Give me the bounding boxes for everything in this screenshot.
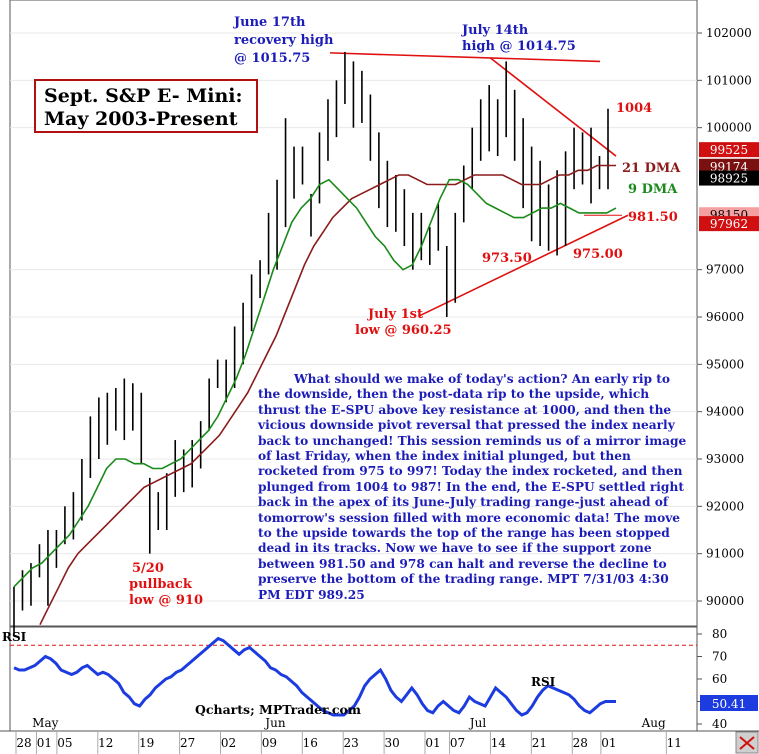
- date-tick-label: 01: [37, 736, 52, 750]
- month-label: May: [32, 716, 58, 730]
- may-low-line-1: 5/20: [132, 561, 164, 576]
- dma21-label: 21 DMA: [622, 161, 681, 176]
- date-tick-label: 28: [573, 736, 588, 750]
- moving-average-lines: [13, 164, 617, 626]
- rsi-tick-label: 40: [712, 717, 727, 731]
- price-level-box: [699, 142, 759, 158]
- july-high-line-1: July 14th: [461, 23, 529, 38]
- july-high-annotation: July 14th high @ 1014.75: [461, 23, 576, 54]
- month-label: Aug: [641, 716, 666, 730]
- price-tick-label: 96000: [706, 310, 744, 324]
- dma21-line: [39, 164, 616, 626]
- credit-text: Qcharts; MPTrader.com: [195, 702, 361, 717]
- price-level-box-label: 98925: [710, 172, 748, 186]
- price-bars: [13, 51, 609, 635]
- may-low-line-2: pullback: [129, 577, 193, 592]
- date-tick-label: 01: [601, 736, 616, 750]
- date-tick-label: 21: [532, 736, 547, 750]
- rsi-current-value: 50.41: [712, 697, 746, 711]
- date-tick-label: 30: [384, 736, 399, 750]
- month-label: Jul: [468, 716, 487, 730]
- price-level-box: [699, 158, 759, 174]
- price-level-box: [699, 170, 759, 186]
- rsi-panel-label: RSI: [2, 630, 27, 644]
- june-high-line-3: @ 1015.75: [234, 51, 310, 66]
- price-tick-label: 94000: [706, 405, 744, 419]
- date-tick-label: 19: [139, 736, 154, 750]
- level-1004-label: 1004: [616, 101, 652, 116]
- price-axis: 102000 101000 100000 97000 96000 95000 94000 93…: [697, 26, 759, 608]
- date-tick-label: 11: [667, 736, 682, 750]
- market-commentary: What should we make of today's action? A…: [258, 372, 687, 602]
- price-tick-label: 102000: [706, 26, 752, 40]
- date-tick-label: 07: [450, 736, 465, 750]
- rsi-panel: 8070605040: [10, 627, 727, 731]
- june-high-annotation: June 17th recovery high @ 1015.75: [233, 15, 338, 66]
- date-tick-label: 02: [221, 736, 236, 750]
- july-low-annotation: July 1st low @ 960.25: [355, 307, 452, 338]
- price-tick-label: 93000: [706, 452, 744, 466]
- july-high-line-2: high @ 1014.75: [462, 39, 576, 54]
- price-tick-label: 97000: [706, 263, 744, 277]
- date-axis: May Jun Jul Aug 28 01 05 12 19 27 02 09 16 23 30 01 07 14…: [15, 716, 682, 754]
- rsi-tick-label: 60: [712, 672, 727, 686]
- may-low-line-3: low @ 910: [129, 593, 203, 608]
- july-low-line-1: July 1st: [367, 307, 423, 322]
- date-tick-label: 23: [344, 736, 359, 750]
- date-tick-label: 01: [425, 736, 440, 750]
- level-98150-label: 981.50: [628, 210, 678, 225]
- rsi-line: [13, 636, 616, 717]
- date-tick-label: 09: [262, 736, 277, 750]
- descending-trendline: [489, 56, 617, 157]
- may-low-annotation: 5/20 pullback low @ 910: [129, 561, 203, 608]
- level-97500-label: 975.00: [573, 247, 623, 262]
- date-tick-label: 14: [491, 736, 507, 750]
- price-level-box: [699, 216, 759, 232]
- date-tick-label: 16: [303, 736, 318, 750]
- price-panel-frame: [9, 0, 698, 627]
- price-level-box-label: 99174: [710, 160, 749, 174]
- rsi-current-box: [700, 695, 758, 711]
- chart-title-line-1: Sept. S&P E- Mini:: [44, 85, 243, 107]
- level-97350-label: 973.50: [482, 251, 532, 266]
- price-tick-label: 90000: [706, 594, 744, 608]
- rsi-tick-label: 80: [712, 627, 727, 641]
- june-high-line-2: recovery high: [234, 33, 334, 48]
- date-tick-label: 28: [16, 736, 31, 750]
- chart-title-line-2: May 2003-Present: [44, 108, 238, 130]
- price-tick-label: 101000: [706, 73, 752, 87]
- price-tick-label: 100000: [706, 121, 752, 135]
- chart-title-box: Sept. S&P E- Mini: May 2003-Present: [34, 79, 258, 133]
- price-tick-label: 92000: [706, 499, 744, 513]
- price-tick-label: 95000: [706, 357, 744, 371]
- date-tick-label: 27: [180, 736, 195, 750]
- dma9-line: [13, 178, 617, 588]
- dma9-label: 9 DMA: [628, 182, 678, 197]
- july-low-line-2: low @ 960.25: [355, 323, 452, 338]
- june-high-line-1: June 17th: [233, 15, 306, 30]
- range-top-trendline: [329, 52, 601, 63]
- month-label: Jun: [263, 716, 286, 730]
- rsi-tick-label: 70: [712, 650, 727, 664]
- price-tick-label: 91000: [706, 547, 744, 561]
- date-tick-label: 12: [98, 736, 113, 750]
- rsi-series-label: RSI: [531, 675, 556, 689]
- date-tick-label: 05: [57, 736, 72, 750]
- corner-zoom-glyph-2: [739, 736, 755, 750]
- price-level-box-label: 97962: [710, 217, 748, 231]
- price-level-box-label: 99525: [710, 143, 748, 157]
